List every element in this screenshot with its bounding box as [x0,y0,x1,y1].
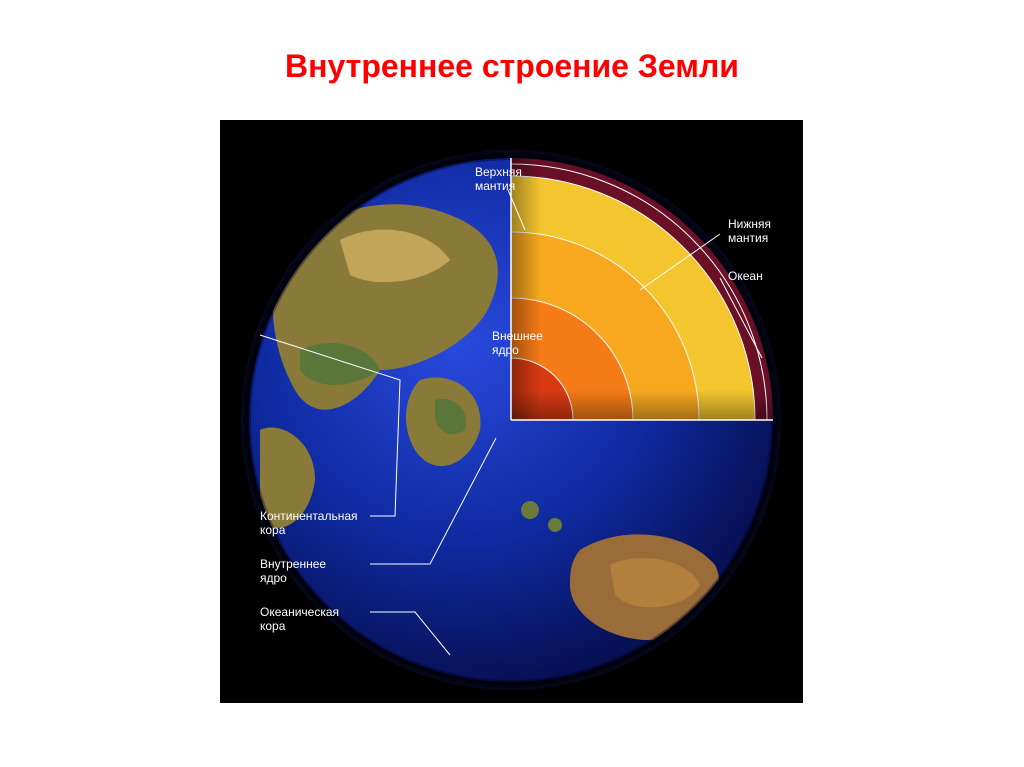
label-outer-core-l1: Внешнее [492,329,543,343]
earth-cutaway-diagram: Верхняя мантия Внешнее ядро Нижняя манти… [220,120,803,703]
label-ocean-crust-l2: кора [260,619,286,633]
label-ocean: Океан [728,269,763,283]
label-cont-crust-l2: кора [260,523,286,537]
label-inner-core-l2: ядро [260,571,287,585]
label-upper-mantle-l1: Верхняя [475,165,522,179]
label-lower-mantle-l2: мантия [728,231,768,245]
label-cont-crust-l1: Континентальная [260,509,358,523]
svg-text:Нижняя мантия: Нижняя мантия [728,217,774,245]
label-ocean-crust-l1: Океаническая [260,605,339,619]
label-upper-mantle-l2: мантия [475,179,515,193]
page-title: Внутреннее строение Земли [0,48,1024,85]
label-outer-core-l2: ядро [492,343,519,357]
label-lower-mantle-l1: Нижняя [728,217,771,231]
label-inner-core-l1: Внутреннее [260,557,326,571]
